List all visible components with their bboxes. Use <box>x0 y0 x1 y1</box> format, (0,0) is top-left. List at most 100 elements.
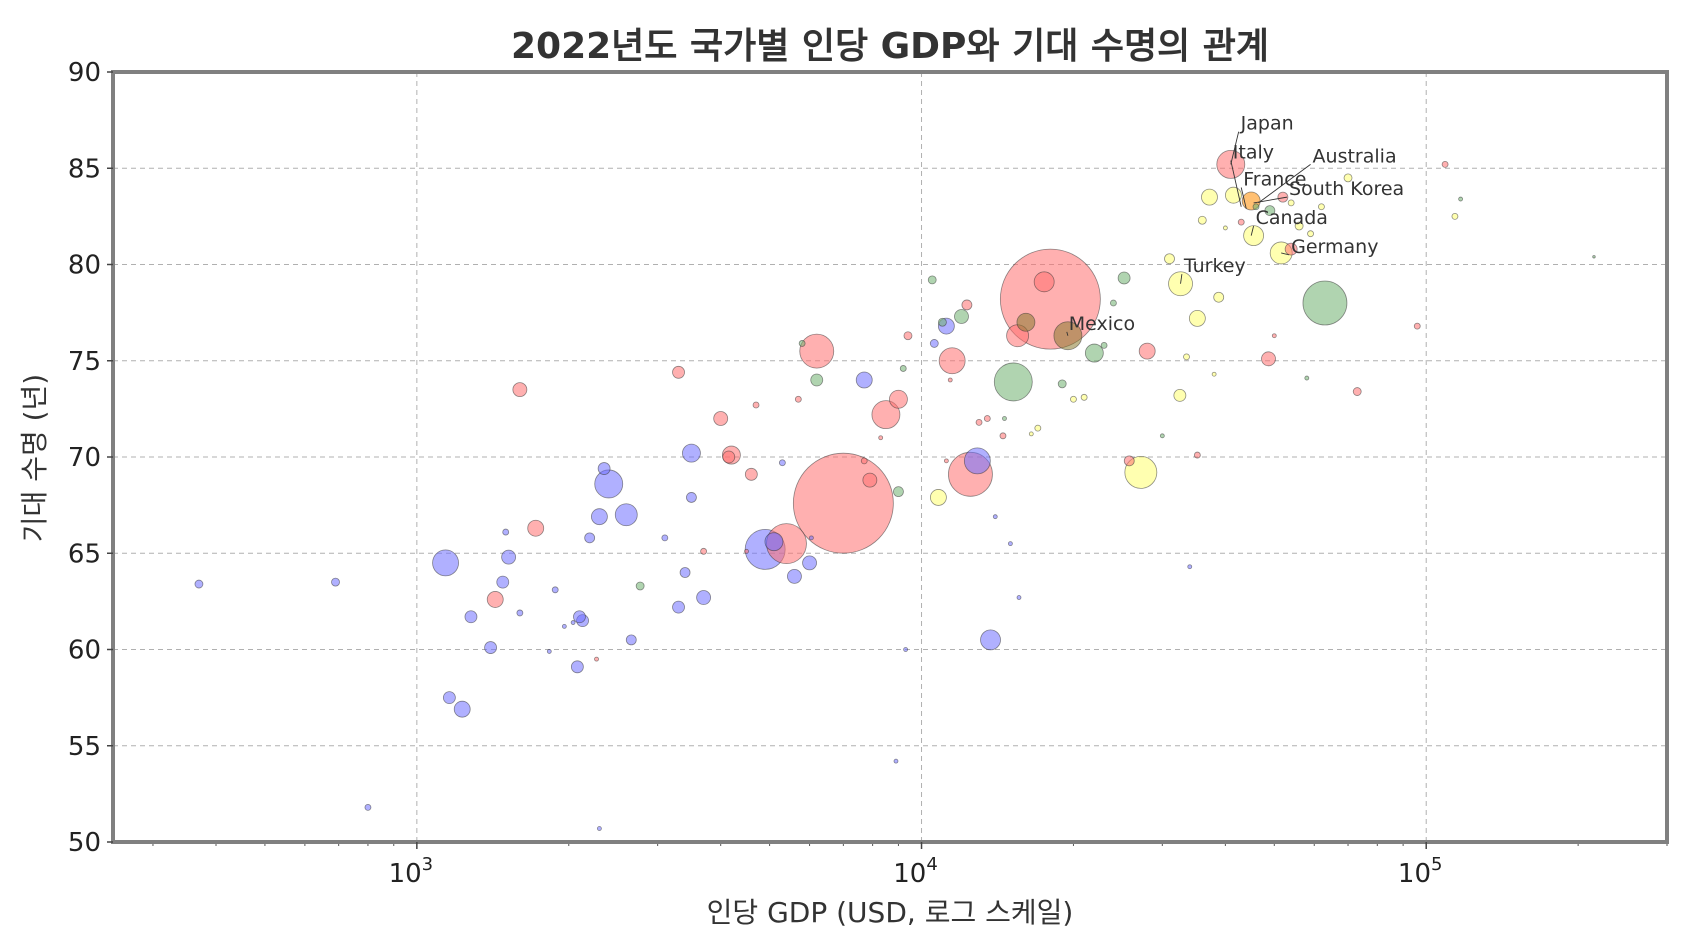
data-point <box>1007 541 1013 547</box>
data-point <box>1201 188 1218 206</box>
data-point <box>1084 343 1104 363</box>
y-tick-label: 90 <box>68 58 101 88</box>
data-point <box>862 472 878 488</box>
data-point <box>501 549 517 565</box>
y-tick-label: 65 <box>68 539 101 569</box>
data-point <box>713 411 729 426</box>
y-tick-label: 70 <box>68 443 101 473</box>
data-point <box>527 519 545 537</box>
data-point <box>1277 191 1289 203</box>
data-point <box>963 447 991 475</box>
annotation-layer: Japan Italy France Australia South Korea Cana… <box>1066 113 1404 336</box>
data-point <box>625 634 637 646</box>
data-point <box>570 660 584 674</box>
data-point <box>889 389 908 409</box>
data-point <box>1413 322 1421 330</box>
annotation-label: France <box>1243 169 1306 191</box>
data-point <box>1318 203 1325 211</box>
data-point <box>999 432 1007 440</box>
data-point <box>1441 160 1449 168</box>
data-point <box>194 579 204 589</box>
data-point <box>980 629 1001 651</box>
data-point <box>679 567 691 578</box>
y-tick-label: 55 <box>68 732 101 762</box>
data-point <box>584 532 596 544</box>
data-point <box>594 656 599 662</box>
data-point <box>927 275 937 285</box>
annotation-leader <box>1066 331 1069 336</box>
annotation-leader <box>1230 131 1240 165</box>
x-axis-label: 인당 GDP (USD, 로그 스케일) <box>707 896 1074 929</box>
data-point <box>1211 371 1217 377</box>
x-tick-label: 105 <box>1398 854 1443 889</box>
data-point <box>947 377 953 383</box>
data-point <box>1070 395 1077 403</box>
annotation-leader <box>1253 196 1288 204</box>
y-tick-label: 85 <box>68 154 101 184</box>
data-point <box>1159 433 1165 439</box>
data-point <box>878 435 884 441</box>
data-point <box>1173 388 1187 402</box>
data-point <box>551 586 559 594</box>
data-point <box>484 641 497 654</box>
data-point <box>1016 312 1036 332</box>
data-point <box>364 803 372 811</box>
data-point <box>1458 196 1464 202</box>
data-point <box>752 401 760 409</box>
data-point <box>486 591 504 608</box>
annotation-label: Mexico <box>1069 313 1135 335</box>
data-point <box>1592 255 1596 259</box>
data-point <box>1343 173 1353 183</box>
data-point <box>794 395 802 403</box>
data-point <box>502 528 510 536</box>
data-point <box>893 486 904 498</box>
data-point <box>778 459 786 467</box>
data-point <box>512 382 528 398</box>
data-point <box>1243 225 1265 247</box>
data-point <box>903 647 909 652</box>
data-point <box>1100 341 1108 349</box>
data-point <box>992 514 998 520</box>
data-point <box>1451 212 1459 220</box>
data-point <box>1057 379 1067 389</box>
data-point <box>1002 416 1007 421</box>
data-point <box>954 309 969 324</box>
data-point <box>1138 342 1156 360</box>
data-point <box>802 555 817 571</box>
data-point <box>938 317 947 327</box>
data-point <box>975 418 983 426</box>
data-point <box>1304 375 1310 381</box>
data-point <box>1117 271 1131 285</box>
data-point <box>1237 218 1245 226</box>
annotation-label: Turkey <box>1183 255 1246 277</box>
data-point <box>1284 242 1298 256</box>
data-point <box>1307 230 1314 238</box>
tick-layer: 50 55 60 65 70 75 80 85 90 103 104 105 <box>68 58 1443 889</box>
data-point <box>1213 291 1225 303</box>
data-point <box>1164 253 1175 265</box>
data-point <box>961 299 973 311</box>
data-point <box>597 826 602 831</box>
data-point <box>1222 225 1228 231</box>
data-point <box>860 457 868 465</box>
data-point <box>899 365 907 372</box>
data-point <box>672 365 685 379</box>
data-point <box>1302 280 1348 326</box>
chart-title: 2022년도 국가별 인당 GDP와 기대 수명의 관계 <box>511 26 1269 67</box>
data-point <box>1033 271 1055 293</box>
data-point <box>792 452 894 554</box>
annotation-leader <box>1281 252 1290 256</box>
data-point <box>496 575 510 589</box>
annotation-leader <box>1230 160 1242 207</box>
data-point <box>1188 309 1206 327</box>
data-point <box>573 610 586 624</box>
x-tick-label: 103 <box>389 854 434 889</box>
data-point <box>903 331 913 341</box>
data-point <box>722 450 736 464</box>
data-point <box>929 489 947 506</box>
data-point <box>1352 387 1362 396</box>
data-point <box>1080 393 1088 401</box>
data-point <box>943 458 949 464</box>
